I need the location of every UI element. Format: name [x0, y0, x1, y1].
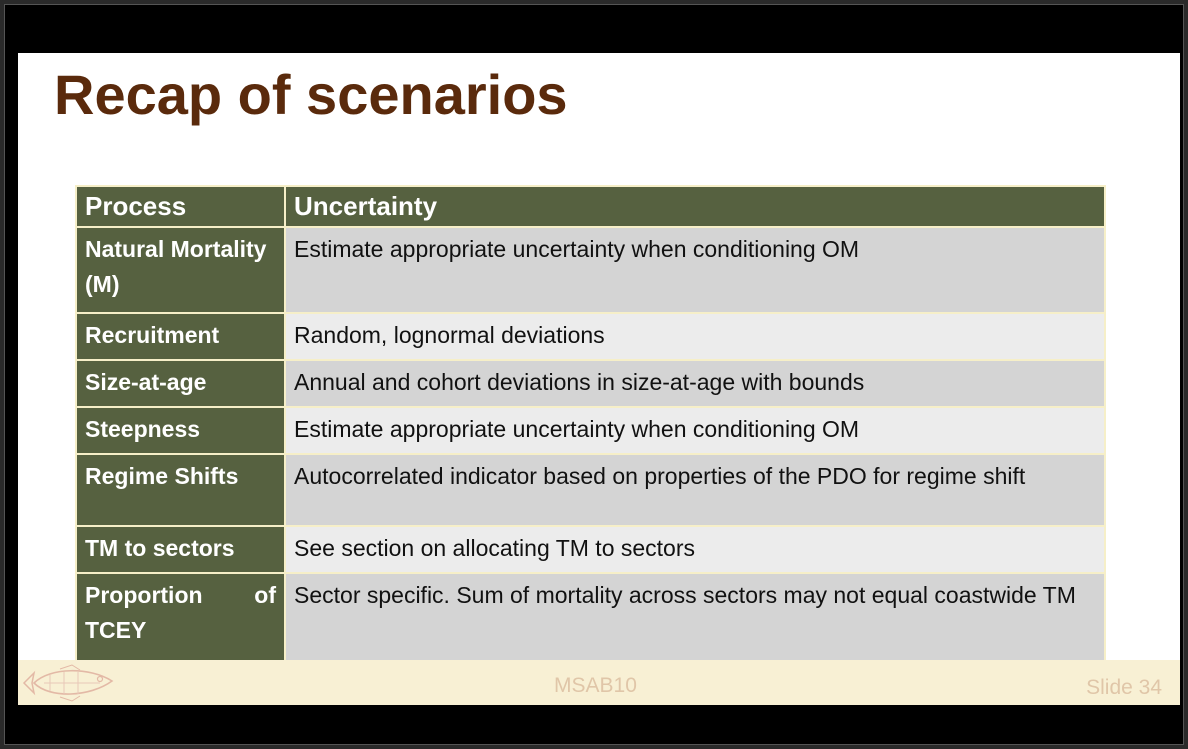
process-cell: Proportion of TCEY	[75, 572, 286, 662]
slide-title: Recap of scenarios	[54, 63, 568, 126]
presentation-frame: Recap of scenarios Process Uncertainty N…	[4, 4, 1184, 745]
column-header-uncertainty: Uncertainty	[284, 185, 1106, 228]
table-header-row: Process Uncertainty	[75, 185, 1106, 228]
process-cell: Size-at-age	[75, 359, 286, 408]
uncertainty-cell: Annual and cohort deviations in size-at-…	[284, 359, 1106, 408]
process-cell: TM to sectors	[75, 525, 286, 574]
column-header-process: Process	[75, 185, 286, 228]
process-cell: Natural Mortality (M)	[75, 226, 286, 314]
uncertainty-cell: See section on allocating TM to sectors	[284, 525, 1106, 574]
table-row: Natural Mortality (M) Estimate appropria…	[75, 226, 1106, 314]
table-row: Proportion of TCEY Sector specific. Sum …	[75, 572, 1106, 662]
fish-logo-icon	[22, 664, 114, 702]
scenarios-table: Process Uncertainty Natural Mortality (M…	[75, 185, 1106, 662]
slide: Recap of scenarios Process Uncertainty N…	[18, 53, 1180, 705]
table-row: Steepness Estimate appropriate uncertain…	[75, 406, 1106, 455]
footer-event-label: MSAB10	[554, 674, 637, 697]
table-row: Size-at-age Annual and cohort deviations…	[75, 359, 1106, 408]
slide-footer: MSAB10 Slide 34	[18, 660, 1180, 705]
process-cell: Steepness	[75, 406, 286, 455]
table-row: TM to sectors See section on allocating …	[75, 525, 1106, 574]
uncertainty-cell: Autocorrelated indicator based on proper…	[284, 453, 1106, 527]
uncertainty-cell: Estimate appropriate uncertainty when co…	[284, 226, 1106, 314]
slide-number: Slide 34	[1086, 676, 1162, 699]
table-row: Regime Shifts Autocorrelated indicator b…	[75, 453, 1106, 527]
uncertainty-cell: Sector specific. Sum of mortality across…	[284, 572, 1106, 662]
table-row: Recruitment Random, lognormal deviations	[75, 312, 1106, 361]
process-cell: Recruitment	[75, 312, 286, 361]
uncertainty-cell: Estimate appropriate uncertainty when co…	[284, 406, 1106, 455]
uncertainty-cell: Random, lognormal deviations	[284, 312, 1106, 361]
process-cell: Regime Shifts	[75, 453, 286, 527]
